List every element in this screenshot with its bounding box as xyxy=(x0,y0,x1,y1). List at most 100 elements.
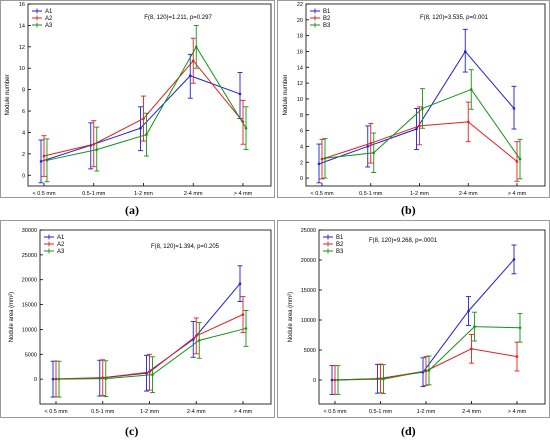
y-tick-label-c-2: 10000 xyxy=(22,327,37,333)
data-point-d-B3-1 xyxy=(382,377,385,381)
x-tick-label-a-4: > 4 mm xyxy=(234,191,253,197)
x-tick-label-d-3: 2-4 mm xyxy=(462,409,481,415)
y-tick-label-d-0: 0 xyxy=(313,378,316,384)
data-point-b-B2-1 xyxy=(369,141,373,145)
y-tick-label-b-2: 4 xyxy=(300,144,303,150)
data-point-c-A2-2 xyxy=(148,370,151,374)
data-point-c-A3-4 xyxy=(244,327,248,330)
data-point-c-A1-4 xyxy=(238,282,242,285)
data-point-c-A3-3 xyxy=(197,339,201,342)
y-tick-label-a-5: 10 xyxy=(19,66,25,72)
data-point-d-B1-4 xyxy=(512,258,516,261)
data-point-a-A2-3 xyxy=(191,59,195,63)
data-point-d-B1-0 xyxy=(330,378,334,382)
legend-label-b-B2: B2 xyxy=(323,16,331,22)
data-point-a-A3-4 xyxy=(244,126,248,130)
legend-label-a-A3: A3 xyxy=(45,23,53,29)
data-point-a-A1-0 xyxy=(39,160,43,163)
chart-d-frame xyxy=(277,220,550,418)
data-point-d-B3-0 xyxy=(336,378,340,382)
y-tick-label-b-4: 8 xyxy=(300,113,303,119)
data-point-d-B2-3 xyxy=(470,347,473,351)
x-tick-label-b-4: > 4 mm xyxy=(508,191,527,197)
data-point-a-A2-1 xyxy=(92,142,96,146)
y-tick-label-c-6: 30000 xyxy=(22,228,37,234)
panel-label-c: (c) xyxy=(125,424,139,438)
data-point-a-A3-3 xyxy=(194,45,198,49)
y-tick-label-b-6: 12 xyxy=(297,81,303,87)
data-point-a-A1-2 xyxy=(139,126,142,130)
data-point-a-A2-0 xyxy=(42,154,46,158)
data-point-d-B2-0 xyxy=(333,378,337,382)
x-tick-label-c-3: 2-4 mm xyxy=(187,409,206,415)
data-point-b-B3-1 xyxy=(372,151,376,155)
chart-c-frame xyxy=(0,220,275,418)
y-tick-label-b-1: 2 xyxy=(300,160,303,166)
chart-a: 0 2 4 6 8 10 12 14 16 < 0.5 mm 0.5-1 mm 1-2 mm 2-4 m… xyxy=(5,2,272,197)
data-point-d-B3-2 xyxy=(427,369,431,372)
y-axis-label-a: Nodule number xyxy=(5,74,11,115)
y-tick-label-a-2: 4 xyxy=(22,130,25,136)
x-tick-label-b-0: < 0.5 mm xyxy=(310,191,333,197)
x-tick-label-b-1: 0.5-1 mm xyxy=(359,191,383,197)
data-point-d-B3-4 xyxy=(518,326,522,330)
y-tick-label-a-4: 8 xyxy=(22,88,25,94)
y-tick-label-b-8: 16 xyxy=(297,49,303,55)
x-tick-label-c-2: 1-2 mm xyxy=(140,409,159,415)
panel-label-b: (b) xyxy=(401,203,416,217)
y-tick-label-c-4: 20000 xyxy=(22,278,37,284)
y-tick-label-b-7: 14 xyxy=(297,65,303,71)
y-tick-label-c-3: 15000 xyxy=(22,303,37,309)
annotation-d: F(8, 120)=9.268, p=.0001 xyxy=(369,238,438,244)
x-tick-label-b-2: 1-2 mm xyxy=(410,191,429,197)
legend-label-c-A2: A2 xyxy=(57,242,65,248)
data-point-c-A1-0 xyxy=(51,377,55,381)
data-point-a-A3-1 xyxy=(95,148,99,151)
annotation-b: F(8, 120)=3.535, p=0.001 xyxy=(420,15,489,21)
x-tick-label-a-0: < 0.5 mm xyxy=(32,191,55,197)
legend-label-a-A1: A1 xyxy=(45,9,53,15)
data-point-b-B2-3 xyxy=(466,120,470,124)
legend-label-c-A1: A1 xyxy=(57,235,65,241)
y-tick-label-a-3: 6 xyxy=(22,109,25,115)
legend-label-d-B3: B3 xyxy=(336,249,344,255)
y-tick-label-a-8: 16 xyxy=(19,2,25,8)
y-tick-label-b-3: 6 xyxy=(300,129,303,135)
x-tick-label-d-2: 1-2 mm xyxy=(417,409,436,415)
x-tick-label-d-1: 0.5-1 mm xyxy=(369,409,393,415)
x-tick-label-d-0: < 0.5 mm xyxy=(323,409,346,415)
data-point-b-B3-2 xyxy=(421,107,424,110)
data-point-b-B1-1 xyxy=(366,145,370,148)
x-tick-label-a-1: 0.5-1 mm xyxy=(82,191,106,197)
data-point-b-B3-0 xyxy=(323,157,327,160)
annotation-a: F(8, 120)=1.211, p=0.297 xyxy=(144,15,212,21)
data-point-d-B1-3 xyxy=(467,309,470,313)
x-tick-label-a-3: 2-4 mm xyxy=(184,191,203,197)
x-tick-label-c-0: < 0.5 mm xyxy=(44,409,67,415)
legend-label-b-B1: B1 xyxy=(323,9,331,15)
data-point-b-B1-2 xyxy=(415,127,418,131)
legend-label-b-B3: B3 xyxy=(323,23,331,29)
y-tick-label-c-5: 25000 xyxy=(22,253,37,259)
y-axis-label-b: Nodule number xyxy=(283,74,289,115)
data-point-b-B2-0 xyxy=(320,157,324,161)
data-point-d-B2-4 xyxy=(515,355,519,358)
legend-label-d-B2: B2 xyxy=(336,242,344,248)
data-point-c-A2-3 xyxy=(194,334,198,338)
data-point-c-A2-0 xyxy=(54,377,58,381)
data-point-b-B1-3 xyxy=(463,50,467,53)
data-point-b-B3-4 xyxy=(518,157,522,161)
data-point-a-A1-4 xyxy=(238,92,242,96)
data-point-a-A3-2 xyxy=(145,133,148,136)
data-point-c-A3-0 xyxy=(57,377,61,381)
y-tick-label-a-6: 12 xyxy=(19,45,25,51)
data-point-b-B3-3 xyxy=(469,88,473,91)
y-tick-label-d-3: 15000 xyxy=(301,288,316,294)
y-tick-label-d-4: 20000 xyxy=(301,258,316,264)
legend-label-c-A3: A3 xyxy=(57,249,65,255)
y-tick-label-b-9: 18 xyxy=(297,34,303,40)
plot-area-b xyxy=(305,3,546,187)
y-axis-label-c: Nodule area (mm²) xyxy=(9,292,15,342)
y-tick-label-a-0: 0 xyxy=(22,173,25,179)
